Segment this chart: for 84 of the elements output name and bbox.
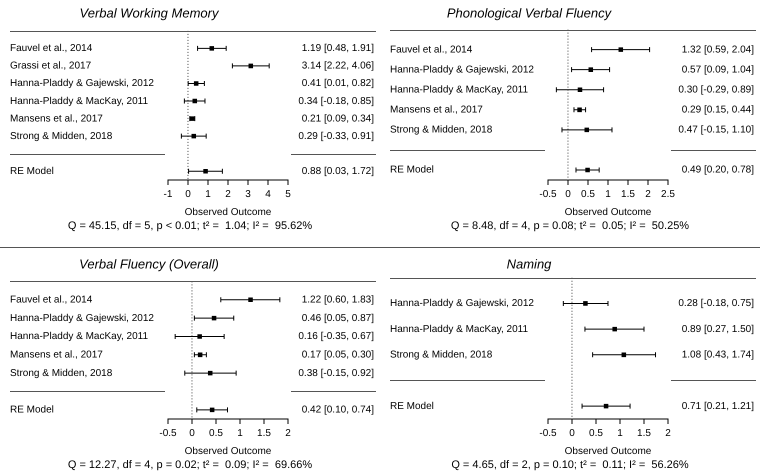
x-tick-label: 0 bbox=[569, 428, 576, 439]
text: Q = 45.15, df = 5, p < 0.01; t² = 1.04; I² = 95.62% bbox=[68, 220, 312, 232]
data-label: 0.28 [-0.18, 0.75] bbox=[678, 298, 754, 310]
y-tick-label: Hanna-Pladdy & Gajewski, 2012 bbox=[10, 78, 154, 90]
x-tick-label: 1.5 bbox=[621, 188, 636, 200]
y-tick-label: Grassi et al., 2017 bbox=[10, 60, 92, 72]
data-label: 0.17 [0.05, 0.30] bbox=[302, 350, 374, 361]
data-label: 0.29 [0.15, 0.44] bbox=[682, 104, 754, 116]
data-label: 0.16 [-0.35, 0.67] bbox=[298, 331, 374, 342]
data-label: 0.29 [-0.33, 0.91] bbox=[298, 130, 374, 142]
data-label: 0.88 [0.03, 1.72] bbox=[302, 166, 374, 177]
x-axis-title: Observed Outcome bbox=[564, 206, 652, 218]
x-tick-label: -1 bbox=[164, 188, 173, 200]
x-tick-label: 1 bbox=[605, 188, 612, 200]
x-tick-label: 1 bbox=[617, 428, 624, 439]
y-tick-label: Hanna-Pladdy & Gajewski, 2012 bbox=[390, 298, 534, 310]
chart-title: Naming bbox=[506, 256, 552, 272]
data-label: 0.71 [0.21, 1.21] bbox=[682, 400, 754, 412]
y-tick-label: Hanna-Pladdy & MacKay, 2011 bbox=[10, 96, 148, 107]
x-tick-label: 5 bbox=[285, 188, 292, 200]
x-tick-label: 1 bbox=[237, 428, 244, 439]
y-tick-label: Fauvel et al., 2014 bbox=[390, 44, 473, 56]
x-tick-label: -0.5 bbox=[159, 428, 178, 439]
data-label: 0.49 [0.20, 0.78] bbox=[682, 164, 754, 176]
chart-title: Phonological Verbal Fluency bbox=[446, 5, 613, 20]
x-tick-label: 2 bbox=[645, 188, 652, 200]
data-label: 1.19 [0.48, 1.91] bbox=[302, 43, 374, 54]
y-tick-label: Fauvel et al., 2014 bbox=[10, 294, 93, 306]
y-tick-label: Hanna-Pladdy & MacKay, 2011 bbox=[390, 84, 528, 96]
chart-title: Verbal Working Memory bbox=[80, 5, 220, 20]
y-tick-label: RE Model bbox=[10, 404, 54, 416]
x-tick-label: 3 bbox=[245, 188, 252, 200]
x-tick-label: 0.5 bbox=[581, 188, 596, 200]
y-tick-label: Strong & Midden, 2018 bbox=[390, 350, 493, 361]
x-tick-label: 1.5 bbox=[637, 428, 652, 439]
data-label: 0.89 [0.27, 1.50] bbox=[682, 324, 754, 335]
text: Q = 8.48, df = 4, p = 0.08; t² = 0.05; I² = 50.25% bbox=[450, 220, 690, 232]
data-label: 0.30 [-0.29, 0.89] bbox=[678, 84, 754, 96]
x-axis-title: Observed Outcome bbox=[184, 206, 272, 218]
y-tick-label: Mansens et al., 2017 bbox=[10, 113, 104, 124]
y-tick-label: Hanna-Pladdy & MacKay, 2011 bbox=[390, 324, 528, 335]
text: Q = 4.65, df = 2, p = 0.10; t² = 0.11; I² = 56.26% bbox=[451, 459, 689, 471]
y-tick-label: Mansens et al., 2017 bbox=[390, 104, 484, 116]
y-tick-label: Hanna-Pladdy & Gajewski, 2012 bbox=[390, 64, 534, 76]
y-tick-label: Strong & Midden, 2018 bbox=[10, 130, 113, 142]
x-tick-label: 0 bbox=[189, 428, 196, 439]
data-label: 3.14 [2.22, 4.06] bbox=[302, 60, 374, 72]
x-tick-label: 0.5 bbox=[209, 428, 224, 439]
x-tick-label: 4 bbox=[265, 188, 272, 200]
data-label: 0.42 [0.10, 0.74] bbox=[302, 404, 374, 416]
data-label: 0.57 [0.09, 1.04] bbox=[682, 64, 754, 76]
data-label: 0.47 [-0.15, 1.10] bbox=[678, 124, 754, 136]
x-tick-label: 1 bbox=[205, 188, 212, 200]
x-tick-label: 0 bbox=[565, 188, 572, 200]
data-label: 0.41 [0.01, 0.82] bbox=[302, 78, 374, 90]
data-label: 1.22 [0.60, 1.83] bbox=[302, 294, 374, 306]
data-label: 0.34 [-0.18, 0.85] bbox=[298, 96, 374, 107]
x-tick-label: 2 bbox=[285, 428, 292, 439]
x-axis-title: Observed Outcome bbox=[184, 446, 272, 457]
chart-title: Verbal Fluency (Overall) bbox=[79, 256, 219, 272]
data-label: 0.21 [0.09, 0.34] bbox=[302, 113, 374, 124]
y-tick-label: Hanna-Pladdy & Gajewski, 2012 bbox=[10, 312, 154, 324]
x-tick-label: -0.5 bbox=[539, 188, 558, 200]
x-tick-label: -0.5 bbox=[539, 428, 558, 439]
y-tick-label: Hanna-Pladdy & MacKay, 2011 bbox=[10, 331, 148, 342]
y-tick-label: RE Model bbox=[390, 164, 434, 176]
y-tick-label: Fauvel et al., 2014 bbox=[10, 43, 93, 54]
x-axis-title: Observed Outcome bbox=[564, 446, 652, 457]
x-tick-label: 2 bbox=[225, 188, 232, 200]
y-tick-label: Strong & Midden, 2018 bbox=[10, 368, 113, 379]
y-tick-label: RE Model bbox=[390, 400, 434, 412]
y-tick-label: Strong & Midden, 2018 bbox=[390, 124, 493, 136]
y-tick-label: Mansens et al., 2017 bbox=[10, 350, 104, 361]
text: Q = 12.27, df = 4, p = 0.02; t² = 0.09; I² = 69.66% bbox=[68, 459, 312, 471]
data-label: 0.46 [0.05, 0.87] bbox=[302, 312, 374, 324]
x-tick-label: 1.5 bbox=[257, 428, 272, 439]
x-tick-label: 2 bbox=[665, 428, 672, 439]
data-label: 1.32 [0.59, 2.04] bbox=[682, 44, 754, 56]
x-tick-label: 0 bbox=[185, 188, 192, 200]
y-tick-label: RE Model bbox=[10, 166, 54, 177]
x-tick-label: 0.5 bbox=[589, 428, 604, 439]
data-label: 0.38 [-0.15, 0.92] bbox=[298, 368, 374, 379]
x-tick-label: 2.5 bbox=[661, 188, 676, 200]
data-label: 1.08 [0.43, 1.74] bbox=[682, 350, 754, 361]
